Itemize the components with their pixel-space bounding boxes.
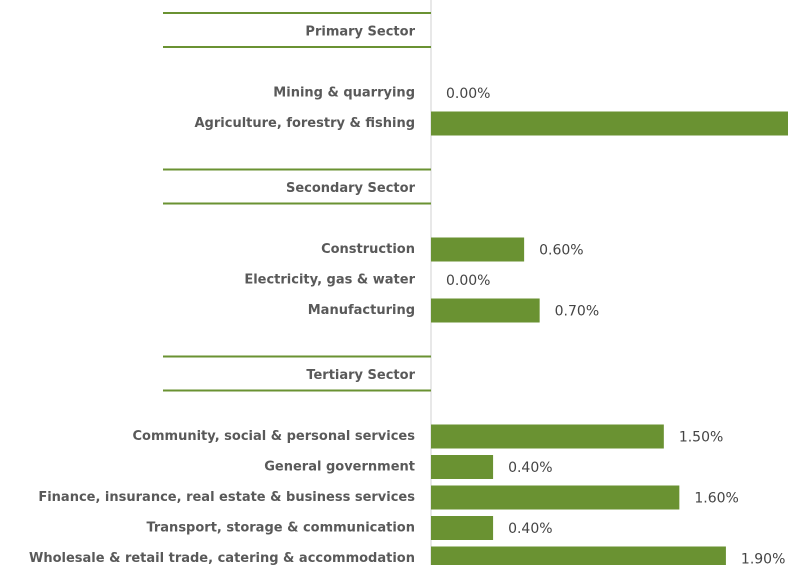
bar (431, 546, 726, 565)
bar (431, 298, 540, 323)
category-label: Agriculture, forestry & fishing (195, 116, 416, 131)
category-label: Mining & quarrying (273, 86, 415, 101)
bar (431, 455, 494, 479)
bar (431, 516, 494, 540)
value-label: 0.40% (508, 521, 552, 537)
bar (431, 237, 525, 262)
group-header: Tertiary Sector (306, 368, 415, 383)
group-header: Primary Sector (305, 25, 415, 40)
value-label: 1.50% (679, 430, 723, 446)
value-label: 1.90% (741, 552, 785, 565)
value-label: 1.60% (694, 491, 738, 507)
category-label: Manufacturing (308, 303, 415, 318)
category-label: Construction (321, 242, 415, 257)
value-label: 0.40% (508, 460, 552, 476)
bar (431, 485, 680, 510)
category-label: Wholesale & retail trade, catering & acc… (29, 551, 415, 565)
category-label: Transport, storage & communication (146, 521, 415, 536)
category-label: Finance, insurance, real estate & busine… (38, 490, 415, 505)
category-label: Electricity, gas & water (244, 273, 415, 288)
value-label: 0.70% (555, 304, 599, 320)
value-label: 0.00% (446, 86, 490, 102)
value-label: 0.00% (446, 273, 490, 289)
bar (431, 424, 664, 449)
group-header: Secondary Sector (286, 181, 416, 196)
value-label: 0.60% (539, 243, 583, 259)
category-label: Community, social & personal services (133, 429, 416, 444)
category-label: General government (264, 460, 415, 475)
bar (431, 111, 788, 136)
